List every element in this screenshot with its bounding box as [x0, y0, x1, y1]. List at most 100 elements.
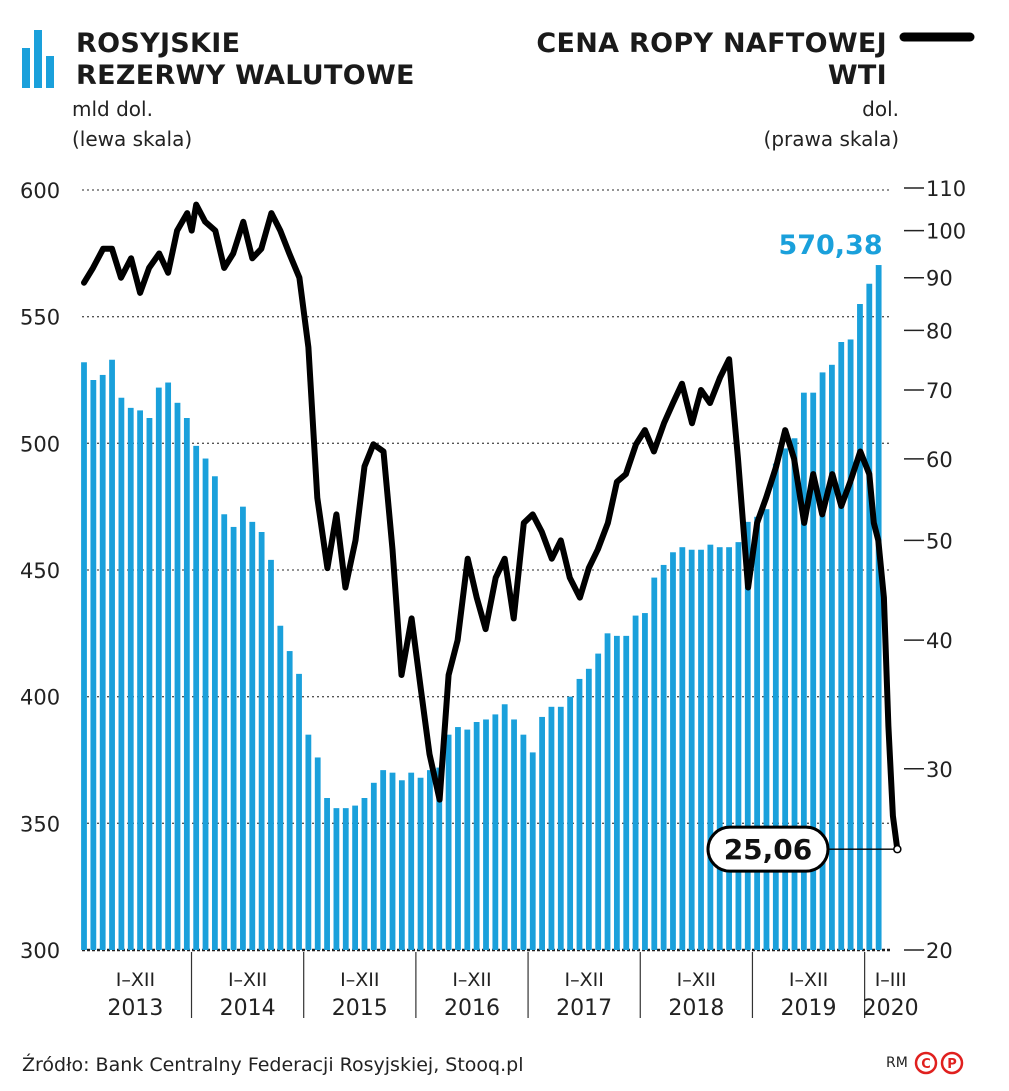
oil-last-value-callout	[706, 825, 830, 873]
left-legend-title-line1: ROSYJSKIE	[76, 28, 241, 59]
reserves-bar	[688, 549, 695, 950]
reserves-bar	[193, 445, 200, 950]
x-range-label: I–XII	[789, 969, 828, 991]
reserves-bar	[398, 780, 405, 950]
x-year-label: 2019	[781, 996, 837, 1021]
right-axis: 110 100 90 80 70 60 50 40 30 20	[904, 177, 966, 963]
reserves-bar	[361, 798, 368, 950]
left-tick-label: 350	[20, 812, 60, 836]
right-tick-label: 50	[926, 529, 953, 553]
reserves-bar	[744, 521, 751, 950]
x-range-label: I–XII	[116, 969, 155, 991]
right-unit-text: dol.	[862, 97, 899, 121]
reserves-bar	[595, 653, 602, 950]
reserves-bar	[576, 678, 583, 950]
reserves-bar	[81, 362, 87, 950]
reserves-bar	[202, 458, 209, 950]
left-tick-label: 300	[20, 939, 60, 963]
reserves-bar	[585, 668, 592, 950]
left-scale-text: (lewa skala)	[72, 127, 193, 151]
reserves-bar	[389, 772, 396, 950]
reserves-bar	[557, 706, 564, 950]
annotations: 570,38 25,06	[706, 230, 902, 873]
reserves-bar	[352, 805, 359, 950]
line-swatch-icon	[899, 32, 975, 42]
reserves-bar	[651, 577, 658, 950]
x-year-label: 2013	[107, 996, 163, 1021]
copyright-block: RM C P	[886, 1050, 966, 1076]
reserves-bar	[174, 402, 181, 950]
reserves-bar	[464, 729, 471, 950]
x-year-label: 2016	[444, 996, 500, 1021]
left-tick-label: 400	[20, 686, 60, 710]
reserves-bar	[838, 342, 845, 950]
right-legend-title-line1: CENA ROPY NAFTOWEJ	[536, 28, 887, 59]
reserves-bar	[763, 509, 770, 950]
x-axis: I–XII 2013 I–XII 2014 I–XII 2015 I–XII 2016 I–XI…	[107, 952, 919, 1021]
copyright-text: RM	[886, 1055, 908, 1071]
reserves-bar	[427, 770, 433, 950]
right-tick-label: 30	[926, 758, 953, 782]
svg-text:P: P	[947, 1057, 957, 1072]
reserves-bar	[539, 716, 545, 950]
right-scale-text: (prawa skala)	[763, 127, 899, 151]
reserves-bar	[408, 772, 415, 950]
reserves-bar	[473, 722, 480, 950]
reserves-bar	[324, 798, 330, 950]
reserves-bar	[548, 706, 555, 950]
reserves-bar	[258, 532, 265, 950]
reserves-bar	[165, 382, 172, 950]
x-range-label: I–XII	[228, 969, 267, 991]
x-range-label: I–XII	[340, 969, 379, 991]
reserves-bar	[127, 407, 134, 950]
bar-chart-icon	[22, 30, 54, 88]
reserves-bar	[707, 544, 714, 950]
reserves-bar	[183, 418, 190, 950]
reserves-bar	[847, 339, 854, 950]
x-year-label: 2017	[556, 996, 612, 1021]
reserves-bar	[99, 374, 106, 950]
reserves-bar	[211, 476, 218, 950]
right-tick-label: 20	[926, 939, 953, 963]
reserves-last-value-label: 570,38	[778, 230, 882, 261]
left-legend-unit: mld dol. (lewa skala)	[72, 94, 192, 154]
reserves-bar	[800, 392, 807, 951]
oil-last-point	[893, 844, 902, 854]
reserves-bar	[613, 635, 620, 950]
reserves-bar	[240, 506, 246, 950]
reserves-bar	[221, 514, 228, 950]
right-tick-label: 90	[926, 267, 953, 291]
reserves-bar	[333, 808, 340, 950]
reserves-bar	[857, 304, 863, 950]
reserves-bar	[520, 734, 527, 950]
left-legend-title-line2: REZERWY WALUTOWE	[76, 60, 415, 91]
svg-text:C: C	[921, 1057, 931, 1072]
reserves-bar	[249, 521, 256, 950]
copyright-icon: C P	[914, 1051, 964, 1075]
left-axis: 600 550 500 450 400 350 300	[20, 179, 60, 963]
x-year-label: 2020	[863, 996, 919, 1021]
right-legend-title-line2: WTI	[827, 60, 887, 91]
reserves-bar	[455, 727, 461, 950]
reserves-bar	[501, 704, 508, 950]
reserves-bar	[623, 635, 630, 950]
reserves-bar	[268, 559, 274, 950]
right-tick-label: 40	[926, 629, 953, 653]
reserves-bar	[810, 392, 817, 951]
reserves-bar	[829, 364, 835, 950]
reserves-bar	[118, 397, 125, 950]
reserves-bar	[137, 410, 143, 950]
x-year-label: 2014	[220, 996, 276, 1021]
reserves-bar	[735, 542, 742, 950]
right-legend-title: CENA ROPY NAFTOWEJ WTI	[536, 28, 887, 92]
right-tick-label: 60	[926, 448, 953, 472]
reserves-bar	[604, 633, 611, 950]
reserves-bar	[146, 418, 153, 950]
reserves-bar	[866, 283, 873, 950]
right-tick-label: 100	[926, 220, 966, 244]
reserves-bar	[492, 714, 499, 950]
left-tick-label: 450	[20, 559, 60, 583]
oil-line	[81, 201, 901, 853]
reserves-bar	[529, 752, 536, 950]
